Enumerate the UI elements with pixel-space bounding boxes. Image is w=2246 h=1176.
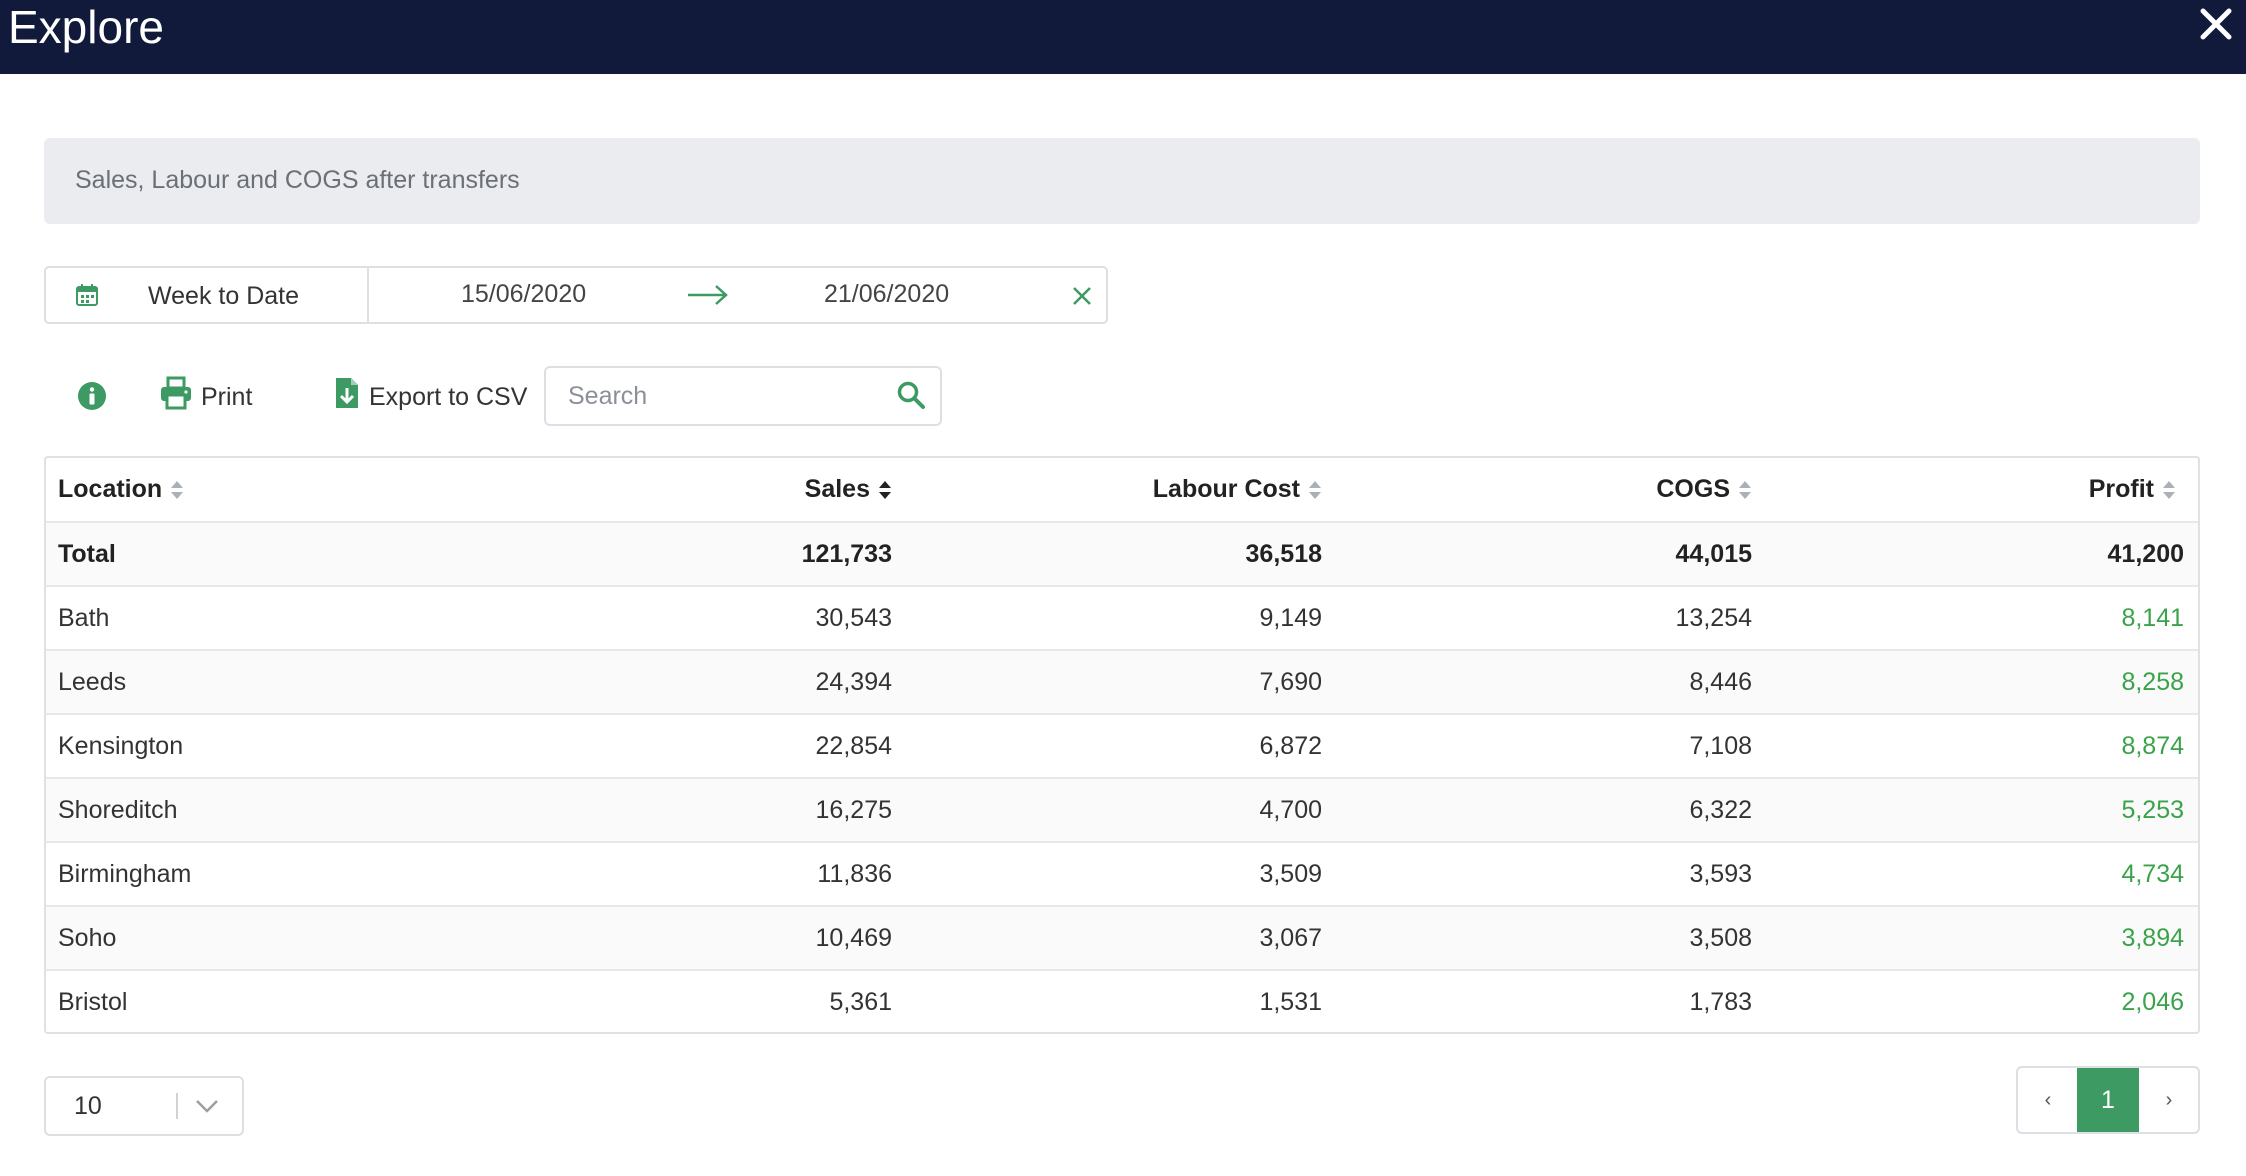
pagination: ‹ 1 › — [2016, 1066, 2200, 1134]
sort-icon — [1309, 481, 1321, 499]
close-icon[interactable] — [2196, 4, 2236, 44]
cell-sales: 30,543 — [466, 586, 896, 651]
cell-sales: 11,836 — [466, 842, 896, 907]
cell-profit: 8,874 — [1756, 714, 2198, 779]
cell-profit: 2,046 — [2121, 988, 2184, 1016]
table-row-total: Total 121,733 36,518 44,015 41,200 — [46, 522, 2198, 587]
column-header-profit[interactable]: Profit — [1756, 458, 2198, 523]
arrow-right-icon — [688, 285, 728, 305]
cell-cogs: 44,015 — [1326, 522, 1756, 587]
cell-location: Birmingham — [46, 842, 466, 907]
cell-labour-cost: 4,700 — [896, 778, 1326, 843]
cell-location: Kensington — [46, 714, 466, 779]
page-button-current[interactable]: 1 — [2077, 1068, 2139, 1132]
cell-cogs: 13,254 — [1326, 586, 1756, 651]
search-input[interactable] — [568, 380, 868, 412]
column-header-cogs[interactable]: COGS — [1326, 458, 1756, 523]
cell-labour-cost: 36,518 — [896, 522, 1326, 587]
cell-sales: 5,361 — [829, 988, 892, 1016]
search-icon[interactable] — [896, 380, 926, 410]
date-preset-select[interactable]: Week to Date — [148, 282, 300, 310]
cell-sales: 22,854 — [466, 714, 896, 779]
report-description: Sales, Labour and COGS after transfers — [75, 166, 520, 194]
cell-labour-cost: 7,690 — [896, 650, 1326, 715]
sort-icon — [1739, 481, 1751, 499]
cell-profit: 3,894 — [1756, 906, 2198, 971]
export-csv-button[interactable]: Export to CSV — [334, 376, 528, 416]
export-csv-icon — [336, 378, 358, 408]
modal-header: Explore — [0, 0, 2246, 74]
page-size-value: 10 — [74, 1092, 102, 1120]
start-date-field[interactable]: 15/06/2020 — [461, 280, 587, 308]
cell-profit: 4,734 — [1756, 842, 2198, 907]
table-row: Bath 30,543 9,149 13,254 8,141 — [46, 586, 2198, 651]
clear-icon[interactable] — [1070, 284, 1094, 308]
column-label: Location — [58, 475, 163, 503]
divider — [367, 268, 369, 322]
table-row: Bristol 5,361 1,531 1,783 2,046 — [46, 970, 2198, 1032]
cell-labour-cost: 3,509 — [896, 842, 1326, 907]
end-date-field[interactable]: 21/06/2020 — [824, 280, 950, 308]
report-banner: Sales, Labour and COGS after transfers — [44, 138, 2200, 224]
modal-title: Explore — [8, 1, 164, 53]
cell-location: Bristol — [58, 988, 128, 1016]
info-icon[interactable] — [77, 381, 107, 411]
cell-labour-cost: 6,872 — [896, 714, 1326, 779]
date-range-picker[interactable]: Week to Date 15/06/2020 21/06/2020 — [44, 266, 1108, 324]
chevron-down-icon — [196, 1100, 218, 1113]
cell-profit: 5,253 — [1756, 778, 2198, 843]
cell-profit: 8,258 — [1756, 650, 2198, 715]
export-label: Export to CSV — [369, 383, 528, 411]
sort-icon — [171, 481, 184, 499]
cell-sales: 10,469 — [466, 906, 896, 971]
results-table: Location Sales Labour Cost COGS Profit T… — [44, 456, 2200, 1034]
page-size-select[interactable]: 10 — [44, 1076, 244, 1136]
sort-icon — [2163, 481, 2175, 499]
column-header-sales[interactable]: Sales — [466, 458, 896, 523]
search-box — [544, 366, 942, 426]
divider — [176, 1093, 178, 1119]
column-header-labour-cost[interactable]: Labour Cost — [896, 458, 1326, 523]
cell-location: Bath — [46, 586, 466, 651]
cell-sales: 16,275 — [466, 778, 896, 843]
cell-sales: 121,733 — [466, 522, 896, 587]
cell-cogs: 8,446 — [1326, 650, 1756, 715]
column-label: COGS — [1656, 475, 1730, 503]
print-label: Print — [201, 383, 253, 411]
table-header-row: Location Sales Labour Cost COGS Profit — [46, 458, 2198, 523]
table-row: Kensington 22,854 6,872 7,108 8,874 — [46, 714, 2198, 779]
next-page-button[interactable]: › — [2165, 1089, 2173, 1111]
cell-labour-cost: 9,149 — [896, 586, 1326, 651]
cell-labour-cost: 3,067 — [896, 906, 1326, 971]
sort-icon — [879, 481, 891, 499]
column-label: Labour Cost — [1152, 475, 1300, 503]
column-label: Sales — [804, 475, 870, 503]
print-button[interactable]: Print — [160, 376, 270, 416]
column-label: Profit — [2088, 475, 2154, 503]
table-row: Birmingham 11,836 3,509 3,593 4,734 — [46, 842, 2198, 907]
calendar-icon[interactable] — [74, 282, 100, 308]
cell-profit: 8,141 — [1756, 586, 2198, 651]
table-row: Shoreditch 16,275 4,700 6,322 5,253 — [46, 778, 2198, 843]
column-header-location[interactable]: Location — [46, 458, 466, 523]
cell-location: Total — [46, 522, 466, 587]
printer-icon — [161, 376, 191, 410]
cell-sales: 24,394 — [466, 650, 896, 715]
cell-location: Leeds — [46, 650, 466, 715]
table-row: Soho 10,469 3,067 3,508 3,894 — [46, 906, 2198, 971]
cell-cogs: 3,593 — [1326, 842, 1756, 907]
cell-location: Soho — [46, 906, 466, 971]
prev-page-button[interactable]: ‹ — [2044, 1089, 2052, 1111]
cell-cogs: 1,783 — [1689, 988, 1752, 1016]
cell-cogs: 7,108 — [1326, 714, 1756, 779]
cell-cogs: 3,508 — [1326, 906, 1756, 971]
cell-cogs: 6,322 — [1326, 778, 1756, 843]
cell-profit: 41,200 — [1756, 522, 2198, 587]
table-row: Leeds 24,394 7,690 8,446 8,258 — [46, 650, 2198, 715]
cell-labour-cost: 1,531 — [1259, 988, 1322, 1016]
cell-location: Shoreditch — [46, 778, 466, 843]
